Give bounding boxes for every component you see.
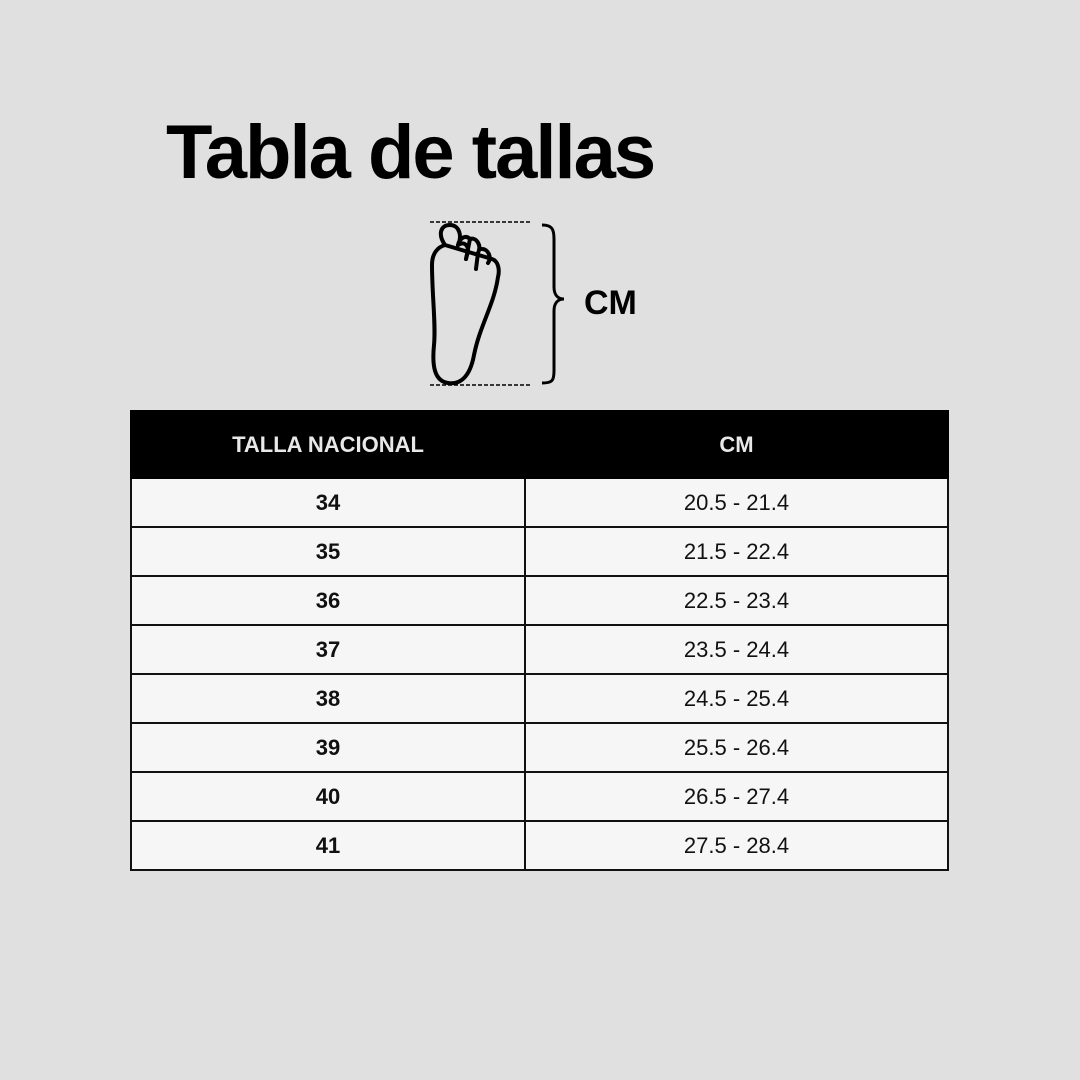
table-row: 41 27.5 - 28.4 (130, 820, 949, 871)
foot-outline-icon (430, 223, 501, 386)
size-cell: 40 (130, 771, 526, 822)
size-cell: 39 (130, 722, 526, 773)
size-cell: 35 (130, 526, 526, 577)
brace-icon (541, 223, 565, 385)
table-row: 35 21.5 - 22.4 (130, 526, 949, 577)
size-cell: 41 (130, 820, 526, 871)
table-row: 39 25.5 - 26.4 (130, 722, 949, 773)
header-talla-nacional: TALLA NACIONAL (130, 410, 526, 479)
size-table: TALLA NACIONAL CM 34 20.5 - 21.4 35 21.5 - … (130, 410, 949, 871)
cm-cell: 24.5 - 25.4 (524, 673, 949, 724)
table-header-row: TALLA NACIONAL CM (130, 410, 949, 479)
cm-cell: 26.5 - 27.4 (524, 771, 949, 822)
size-cell: 34 (130, 477, 526, 528)
header-cm: CM (524, 410, 949, 479)
size-cell: 36 (130, 575, 526, 626)
cm-cell: 20.5 - 21.4 (524, 477, 949, 528)
size-cell: 37 (130, 624, 526, 675)
cm-cell: 23.5 - 24.4 (524, 624, 949, 675)
measure-label: CM (584, 284, 637, 322)
cm-cell: 25.5 - 26.4 (524, 722, 949, 773)
table-row: 40 26.5 - 27.4 (130, 771, 949, 822)
table-row: 36 22.5 - 23.4 (130, 575, 949, 626)
size-cell: 38 (130, 673, 526, 724)
cm-cell: 27.5 - 28.4 (524, 820, 949, 871)
foot-measure-diagram (430, 221, 565, 386)
cm-cell: 21.5 - 22.4 (524, 526, 949, 577)
table-row: 34 20.5 - 21.4 (130, 477, 949, 528)
cm-cell: 22.5 - 23.4 (524, 575, 949, 626)
page-title: Tabla de tallas (166, 110, 656, 195)
table-row: 37 23.5 - 24.4 (130, 624, 949, 675)
table-row: 38 24.5 - 25.4 (130, 673, 949, 724)
